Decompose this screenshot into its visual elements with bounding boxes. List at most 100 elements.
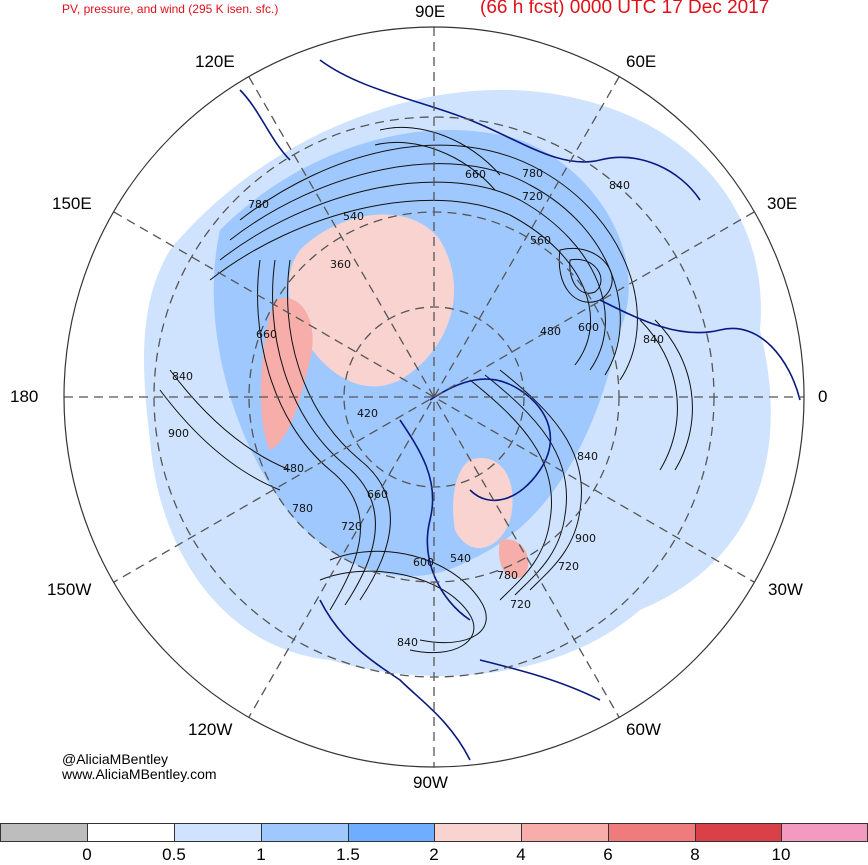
contour-label: 660: [256, 328, 277, 341]
pv-field-high: [260, 298, 313, 450]
coastline: [319, 59, 701, 201]
contour-label: 660: [367, 488, 388, 501]
contour-label: 780: [497, 569, 518, 582]
pressure-contours: [159, 126, 693, 654]
contour-label: 780: [522, 167, 543, 180]
coastline: [399, 419, 471, 621]
colorbar-segment: [174, 823, 262, 842]
contour-label: 600: [413, 556, 434, 569]
latitude-circle: [343, 306, 525, 488]
contour-label: 900: [575, 532, 596, 545]
pressure-contour: [319, 570, 475, 654]
lon-label-30w: 30W: [768, 580, 803, 599]
coastline: [429, 378, 552, 502]
colorbar-segment: [781, 823, 868, 842]
contour-label: 900: [168, 427, 189, 440]
pressure-contour: [209, 199, 591, 366]
contour-label: 840: [397, 636, 418, 649]
contour-label: 480: [283, 462, 304, 475]
contour-label: 840: [172, 370, 193, 383]
pressure-contour: [257, 259, 361, 611]
colorbar-tick-label: 1: [256, 845, 266, 864]
pressure-contour: [639, 319, 678, 471]
contour-label: 540: [343, 210, 364, 223]
pressure-contour: [654, 319, 693, 471]
pressure-contour: [499, 369, 582, 591]
pressure-contour: [379, 126, 501, 176]
credit-website: www.AliciaMBentley.com: [62, 766, 217, 782]
meridian-line: [113, 211, 755, 583]
colorbar-segment: [0, 823, 88, 842]
coastlines: [239, 59, 801, 761]
lon-label-150e: 150E: [52, 194, 92, 213]
pressure-contour: [329, 550, 487, 644]
colorbar-segment: [521, 823, 609, 842]
colorbar-tick-label: 10: [771, 845, 791, 864]
colorbar-tick-label: 8: [690, 845, 700, 864]
contour-label: 840: [577, 450, 598, 463]
lon-label-150w: 150W: [47, 580, 92, 599]
contour-label: 420: [357, 407, 378, 420]
contour-label: 780: [292, 502, 313, 515]
pressure-contour: [469, 379, 552, 601]
pressure-contour: [219, 181, 606, 371]
contour-label: 600: [578, 321, 599, 334]
lon-label-0: 0: [818, 387, 828, 406]
lat-lon-grid: [64, 27, 804, 767]
contour-label: 540: [450, 552, 471, 565]
pv-field-high: [288, 214, 455, 387]
lon-label-60w: 60W: [626, 720, 661, 739]
contour-label: 360: [330, 258, 351, 271]
pressure-contour: [272, 259, 376, 606]
colorbar-tick-label: 4: [516, 845, 526, 864]
meridian-line: [113, 211, 755, 583]
pressure-contour: [169, 369, 291, 471]
pressure-contour: [484, 374, 567, 596]
pv-field-high: [499, 539, 529, 579]
colorbar-segment: [695, 823, 782, 842]
lon-label-90w: 90W: [413, 773, 448, 792]
contour-label-group: 660 780 720 840 540 560 780 360 660 480 …: [168, 167, 664, 649]
pressure-contour: [239, 144, 638, 381]
colorbar-segment: [87, 823, 175, 842]
colorbar-tick-label: 0.5: [162, 845, 186, 864]
map-title-right: (66 h fcst) 0000 UTC 17 Dec 2017: [480, 0, 770, 18]
lon-label-120e: 120E: [195, 52, 235, 71]
contour-label: 660: [465, 168, 486, 181]
colorbar-segment: [608, 823, 696, 842]
coastline: [319, 599, 471, 761]
contour-label: 720: [558, 560, 579, 573]
contour-label: 840: [609, 179, 630, 192]
contour-label: 780: [248, 198, 269, 211]
colorbar-segment: [434, 823, 522, 842]
pressure-contour: [159, 389, 281, 491]
lon-label-90e: 90E: [415, 2, 446, 21]
lon-label-30e: 30E: [767, 194, 798, 213]
pressure-contour: [569, 258, 602, 294]
contour-label: 840: [643, 333, 664, 346]
map-boundary-circle: [63, 26, 805, 768]
colorbar-tick-label: 2: [429, 845, 439, 864]
pv-colorbar: [0, 823, 868, 842]
colorbar-tick-label: 6: [603, 845, 613, 864]
polar-stereographic-map: 660 780 720 840 540 560 780 360 660 480 …: [63, 26, 805, 768]
contour-label: 480: [540, 325, 561, 338]
contour-label: 720: [510, 598, 531, 611]
colorbar-segment: [261, 823, 349, 842]
contour-label: 560: [530, 234, 551, 247]
colorbar-segment: [348, 823, 436, 842]
coastline: [599, 299, 801, 401]
colorbar-tick-label: 0: [82, 845, 92, 864]
pressure-contour: [287, 259, 391, 601]
contour-label: 720: [522, 190, 543, 203]
coastline: [239, 89, 291, 161]
lon-label-120w: 120W: [188, 720, 233, 739]
contour-label: 720: [341, 520, 362, 533]
colorbar-tick-label: 1.5: [336, 845, 360, 864]
lon-label-180: 180: [10, 387, 39, 406]
pressure-contour: [374, 141, 496, 191]
credit-twitter: @AliciaMBentley: [62, 751, 169, 767]
meridian-line: [248, 76, 620, 718]
pv-shading: [144, 89, 771, 676]
coastline: [479, 659, 601, 701]
